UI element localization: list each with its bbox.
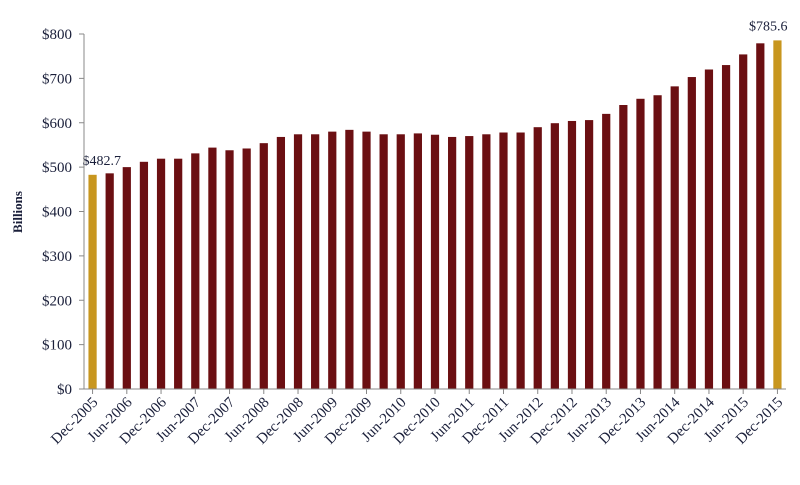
bar-sep-2014 [687, 77, 696, 389]
y-tick-label: $300 [42, 249, 72, 265]
bar-sep-2011 [482, 134, 491, 389]
bar-jun-2011 [465, 136, 474, 389]
bar-dec-2013 [636, 98, 645, 389]
y-tick-label: $400 [42, 205, 72, 221]
bar-sep-2006 [139, 161, 149, 389]
bar-jun-2009 [328, 131, 337, 389]
y-tick-label: $100 [42, 338, 72, 354]
bar-sep-2008 [276, 136, 286, 389]
bar-jun-2006 [122, 167, 131, 389]
bar-mar-2014 [653, 95, 662, 390]
bar-sep-2007 [208, 147, 217, 389]
bar-jun-2013 [602, 113, 611, 389]
bar-mar-2009 [311, 134, 320, 389]
bar-sep-2010 [413, 133, 422, 389]
bar-jun-2008 [259, 143, 268, 389]
bar-dec-2012 [567, 120, 577, 389]
bar-dec-2009 [362, 131, 371, 389]
bar-jun-2012 [533, 127, 542, 389]
bar-mar-2011 [448, 136, 457, 389]
bar-dec-2006 [156, 158, 166, 389]
bar-mar-2006 [105, 173, 114, 389]
bar-mar-2013 [584, 120, 594, 390]
bar-dec-2014 [704, 69, 714, 389]
bar-dec-2008 [293, 134, 303, 389]
y-tick-label: $600 [42, 116, 72, 132]
bar-sep-2009 [345, 129, 354, 389]
x-axis: Dec-2005Jun-2006Dec-2006Jun-2007Dec-2007… [48, 389, 786, 448]
y-tick-label: $800 [42, 27, 72, 43]
bar-sep-2013 [619, 105, 628, 389]
y-tick-label: $0 [57, 382, 72, 398]
y-tick-label: $500 [42, 160, 72, 176]
data-labels: $482.7 $785.6 [82, 19, 787, 168]
bar-jun-2015 [739, 54, 748, 389]
bar-mar-2012 [516, 132, 525, 389]
bar-mar-2015 [721, 65, 731, 389]
bar-sep-2015 [756, 43, 765, 389]
data-label: $482.7 [82, 154, 121, 169]
bar-mar-2008 [242, 148, 251, 389]
bar-mar-2010 [379, 134, 388, 389]
y-tick-label: $700 [42, 71, 72, 87]
bar-dec-2010 [430, 134, 440, 389]
bar-jun-2010 [396, 134, 405, 389]
y-tick-label: $200 [42, 293, 72, 309]
bar-dec-2015 [773, 40, 782, 389]
bar-dec-2005 [88, 174, 97, 389]
y-axis: $0 $100 $200 $300 $400 $500 $600 $700 $800 [42, 27, 84, 398]
y-axis-title: Billions [10, 191, 25, 233]
bar-dec-2007 [225, 150, 234, 389]
bar-series [88, 40, 782, 390]
bar-jun-2014 [670, 86, 679, 390]
bar-sep-2012 [550, 123, 559, 389]
data-label: $785.6 [749, 19, 788, 34]
bar-dec-2011 [499, 132, 508, 389]
bar-mar-2007 [174, 158, 183, 389]
bar-jun-2007 [191, 153, 200, 389]
